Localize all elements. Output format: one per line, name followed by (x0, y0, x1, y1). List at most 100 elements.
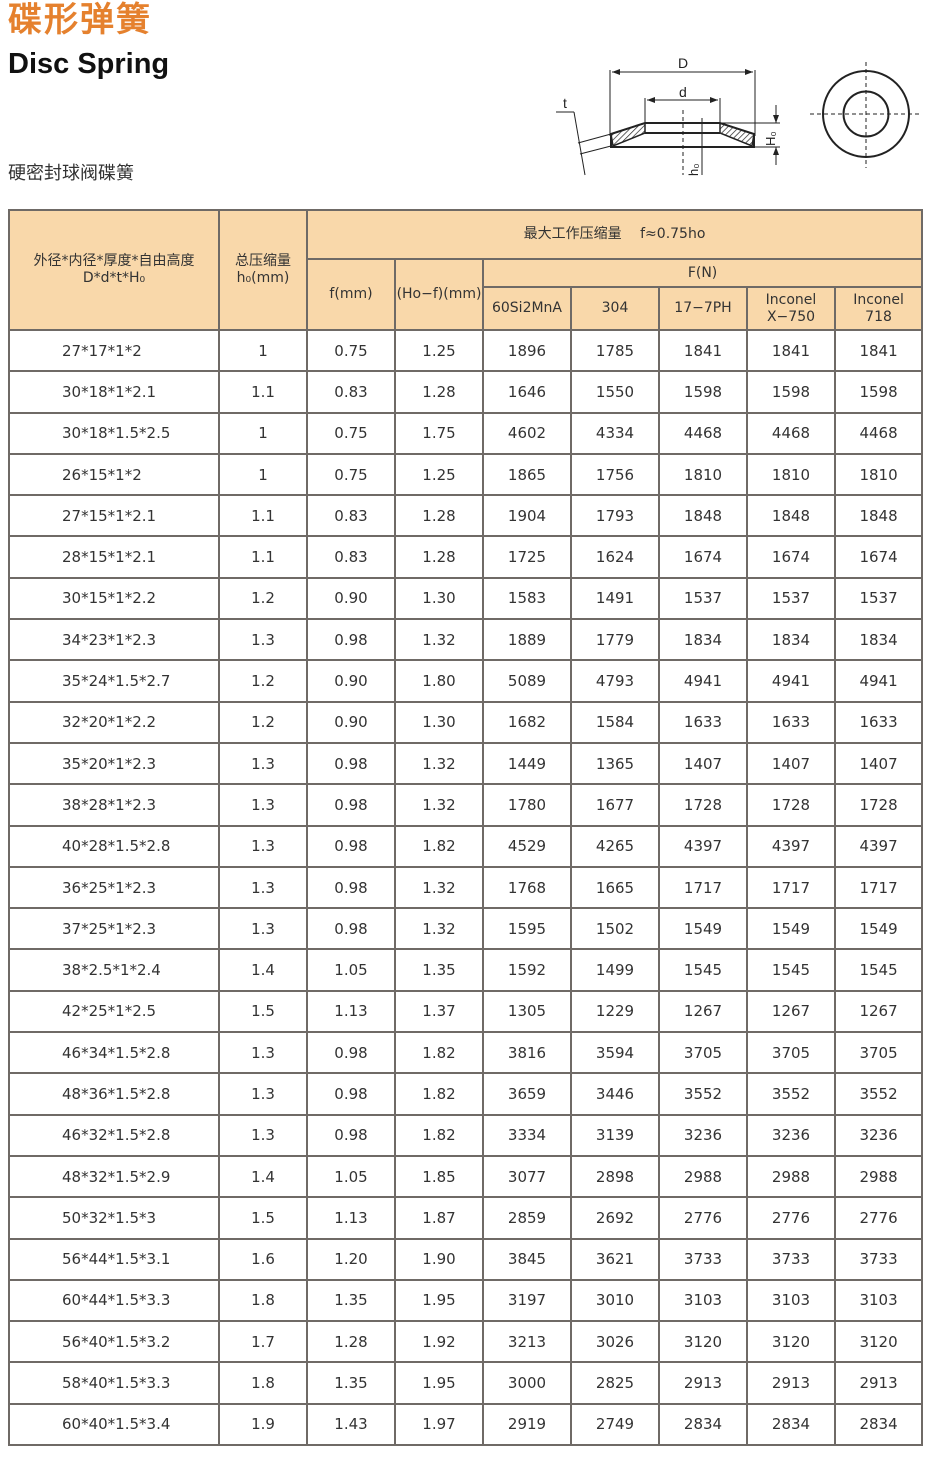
table-cell: 3026 (570, 1320, 660, 1364)
cell-spec: 30*18*1*2.1 (8, 370, 220, 414)
table-cell: 1779 (570, 618, 660, 662)
table-cell: 1.32 (394, 618, 484, 662)
table-row: 37*25*1*2.3 1.3 0.98 1.32 1595 1502 1549 1549 15… (8, 907, 924, 951)
table-cell: 1.13 (306, 989, 396, 1034)
table-cell: 1.85 (394, 1154, 484, 1199)
table-cell: 1.3 (218, 865, 308, 910)
header-ho-f: (Ho−f)(mm) (394, 258, 484, 331)
table-cell: 2988 (833, 1154, 924, 1199)
table-row: 30*18*1*2.1 1.1 0.83 1.28 1646 1550 1598 1598 15… (8, 370, 924, 414)
table-cell: 3010 (570, 1278, 660, 1323)
page-title-chinese: 碟形弹簧 (8, 0, 152, 40)
table-cell: 4397 (833, 824, 924, 868)
table-cell: 1.28 (394, 535, 484, 579)
table-cell: 1407 (833, 741, 924, 786)
table-cell: 2913 (658, 1361, 748, 1405)
header-spec-sub: D*d*t*H₀ (82, 270, 146, 286)
cell-spec: 58*40*1.5*3.3 (8, 1361, 220, 1405)
table-cell: 4941 (833, 659, 924, 703)
table-cell: 2859 (482, 1196, 572, 1240)
table-cell: 4468 (658, 411, 748, 455)
table-cell: 1717 (658, 865, 748, 910)
header-total-compression: 总压缩量 h₀(mm) (218, 209, 308, 331)
table-cell: 1.90 (394, 1237, 484, 1281)
table-row: 60*44*1.5*3.3 1.8 1.35 1.95 3197 3010 3103 3103… (8, 1278, 924, 1323)
table-cell: 1.2 (218, 659, 308, 703)
table-row: 27*17*1*2 1 0.75 1.25 1896 1785 1841 1841 1841 (8, 328, 924, 373)
header-spec: 外径*内径*厚度*自由高度 D*d*t*H₀ (8, 209, 220, 331)
table-row: 60*40*1.5*3.4 1.9 1.43 1.97 2919 2749 2834 2834… (8, 1402, 924, 1447)
table-cell: 1848 (833, 494, 924, 538)
table-cell: 4397 (658, 824, 748, 868)
table-cell: 1.4 (218, 948, 308, 992)
table-cell: 1499 (570, 948, 660, 992)
table-cell: 1595 (482, 907, 572, 951)
table-cell: 1.92 (394, 1320, 484, 1364)
table-cell: 1.82 (394, 1031, 484, 1075)
table-cell: 1810 (833, 452, 924, 497)
label-d: d (679, 84, 687, 100)
header-total-label: 总压缩量 (235, 253, 291, 269)
table-cell: 1834 (746, 618, 836, 662)
cell-spec: 48*32*1.5*2.9 (8, 1154, 220, 1199)
table-cell: 3236 (833, 1113, 924, 1157)
table-cell: 1865 (482, 452, 572, 497)
table-cell: 1.82 (394, 1072, 484, 1116)
table-cell: 2898 (570, 1154, 660, 1199)
table-cell: 1407 (746, 741, 836, 786)
table-cell: 0.83 (306, 494, 396, 538)
table-cell: 4334 (570, 411, 660, 455)
table-cell: 1305 (482, 989, 572, 1034)
table-cell: 1537 (746, 576, 836, 621)
cell-spec: 30*15*1*2.2 (8, 576, 220, 621)
table-cell: 1.25 (394, 328, 484, 373)
table-cell: 1728 (746, 783, 836, 827)
table-cell: 1549 (833, 907, 924, 951)
table-cell: 1.32 (394, 865, 484, 910)
table-cell: 3000 (482, 1361, 572, 1405)
table-cell: 2834 (658, 1402, 748, 1447)
table-row: 30*18*1.5*2.5 1 0.75 1.75 4602 4334 4468 4468 44… (8, 411, 924, 455)
table-cell: 3552 (746, 1072, 836, 1116)
cell-spec: 38*2.5*1*2.4 (8, 948, 220, 992)
table-row: 32*20*1*2.2 1.2 0.90 1.30 1682 1584 1633 1633 16… (8, 700, 924, 744)
table-cell: 1.32 (394, 907, 484, 951)
table-cell: 3120 (658, 1320, 748, 1364)
label-h0: h₀ (686, 163, 701, 176)
table-cell: 1598 (746, 370, 836, 414)
table-cell: 3705 (658, 1031, 748, 1075)
cell-spec: 50*32*1.5*3 (8, 1196, 220, 1240)
table-cell: 1549 (658, 907, 748, 951)
table-cell: 1229 (570, 989, 660, 1034)
table-cell: 4468 (746, 411, 836, 455)
table-cell: 1756 (570, 452, 660, 497)
table-row: 35*20*1*2.3 1.3 0.98 1.32 1449 1365 1407 1407 14… (8, 741, 924, 786)
table-cell: 3236 (746, 1113, 836, 1157)
table-cell: 1598 (833, 370, 924, 414)
table-cell: 1674 (833, 535, 924, 579)
table-cell: 2919 (482, 1402, 572, 1447)
header-material: Inconel X−750 (746, 286, 836, 331)
table-row: 46*34*1.5*2.8 1.3 0.98 1.82 3816 3594 3705 3705… (8, 1031, 924, 1075)
table-cell: 1.3 (218, 1113, 308, 1157)
table-cell: 3552 (833, 1072, 924, 1116)
table-cell: 4793 (570, 659, 660, 703)
table-cell: 2692 (570, 1196, 660, 1240)
table-cell: 3334 (482, 1113, 572, 1157)
table-cell: 1717 (833, 865, 924, 910)
table-cell: 1.28 (306, 1320, 396, 1364)
table-cell: 3733 (833, 1237, 924, 1281)
section-subtitle: 硬密封球阀碟簧 (8, 163, 134, 184)
table-cell: 0.98 (306, 783, 396, 827)
table-cell: 3077 (482, 1154, 572, 1199)
table-cell: 0.98 (306, 1031, 396, 1075)
header-material: 60Si2MnA (482, 286, 572, 331)
table-cell: 2988 (746, 1154, 836, 1199)
table-cell: 4265 (570, 824, 660, 868)
table-cell: 3103 (833, 1278, 924, 1323)
cell-spec: 36*25*1*2.3 (8, 865, 220, 910)
table-row: 34*23*1*2.3 1.3 0.98 1.32 1889 1779 1834 1834 18… (8, 618, 924, 662)
table-row: 58*40*1.5*3.3 1.8 1.35 1.95 3000 2825 2913 2913… (8, 1361, 924, 1405)
table-cell: 1785 (570, 328, 660, 373)
table-cell: 5089 (482, 659, 572, 703)
